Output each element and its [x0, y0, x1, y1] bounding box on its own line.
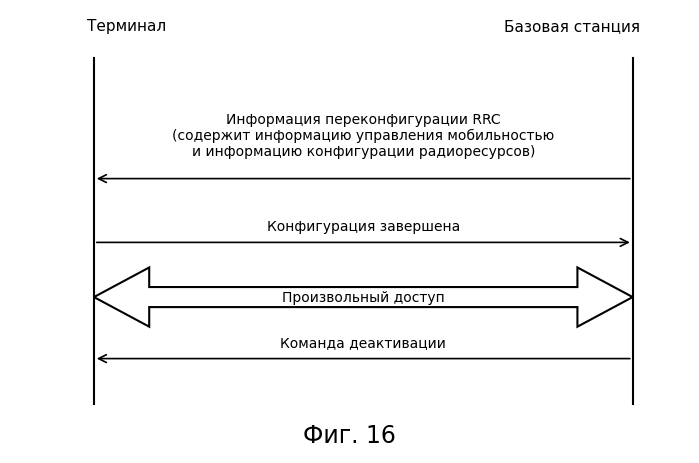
- Text: Произвольный доступ: Произвольный доступ: [282, 290, 445, 304]
- Text: Фиг. 16: Фиг. 16: [303, 424, 396, 447]
- Text: Базовая станция: Базовая станция: [503, 19, 640, 34]
- Text: Конфигурация завершена: Конфигурация завершена: [267, 220, 460, 234]
- Text: Терминал: Терминал: [87, 19, 166, 34]
- Text: Команда деактивации: Команда деактивации: [280, 336, 446, 350]
- Polygon shape: [94, 268, 633, 327]
- Text: Информация переконфигурации RRC
(содержит информацию управления мобильностью
и и: Информация переконфигурации RRC (содержи…: [172, 113, 554, 159]
